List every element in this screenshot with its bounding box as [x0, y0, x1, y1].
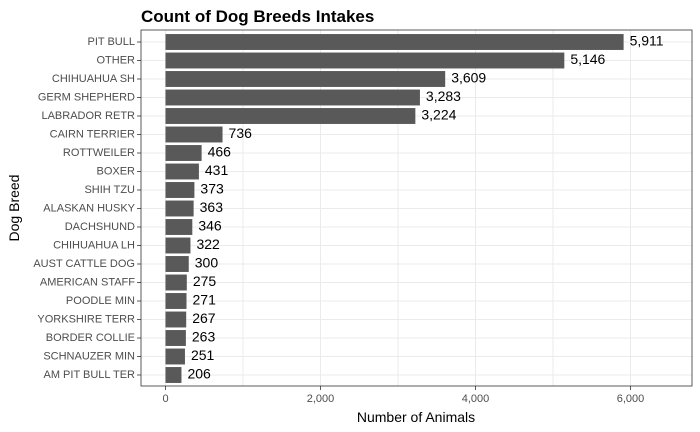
- data-labels: 5,911 5,146 3,609 3,283 3,224 736 466 431 373 363…: [187, 33, 663, 382]
- y-tick-label: BORDER COLLIE: [46, 332, 135, 344]
- y-tick-label: LABRADOR RETR: [41, 110, 135, 122]
- data-label: 363: [200, 199, 224, 215]
- bar: [165, 348, 185, 365]
- x-axis-title: Number of Animals: [357, 409, 475, 425]
- data-label: 251: [191, 347, 215, 363]
- y-tick-label: POODLE MIN: [66, 295, 135, 307]
- data-label: 263: [192, 329, 216, 345]
- bar: [165, 163, 199, 180]
- y-tick-label: DACHSHUND: [65, 221, 135, 233]
- data-label: 3,224: [421, 107, 456, 123]
- y-tick-label: AUST CATTLE DOG: [33, 258, 135, 270]
- bar: [165, 126, 223, 143]
- y-tick-label: ROTTWEILER: [63, 147, 135, 159]
- data-label: 346: [198, 218, 222, 234]
- y-tick-label: SCHNAUZER MIN: [43, 350, 135, 362]
- bar: [165, 89, 420, 106]
- bar: [165, 237, 191, 254]
- bar: [165, 219, 193, 235]
- data-label: 736: [229, 125, 253, 141]
- y-tick-label: CAIRN TERRIER: [50, 128, 135, 140]
- data-label: 5,911: [630, 33, 664, 49]
- data-label: 466: [208, 144, 232, 160]
- y-tick-label: AMERICAN STAFF: [40, 276, 135, 288]
- y-tick-label: SHIH TZU: [84, 184, 135, 196]
- y-tick-label: YORKSHIRE TERR: [37, 313, 135, 325]
- x-tick-label: 4,000: [462, 393, 490, 405]
- bar: [165, 71, 446, 87]
- bar: [165, 293, 187, 309]
- data-label: 3,609: [451, 70, 486, 86]
- plot-panel-border: [140, 29, 693, 387]
- data-label: 271: [193, 292, 217, 308]
- x-tick-label: 0: [162, 393, 168, 405]
- data-label: 322: [196, 236, 220, 252]
- y-tick-label: BOXER: [96, 165, 135, 177]
- chart-title: Count of Dog Breeds Intakes: [141, 7, 374, 26]
- bar: [165, 182, 195, 198]
- y-tick-label: OTHER: [97, 54, 136, 66]
- data-label: 431: [205, 162, 229, 178]
- x-tick-label: 6,000: [617, 393, 645, 405]
- y-axis-title: Dog Breed: [6, 175, 22, 242]
- data-label: 3,283: [426, 88, 461, 104]
- data-label: 206: [187, 366, 211, 382]
- y-tick-label: GERM SHEPHERD: [38, 91, 135, 103]
- bar: [165, 145, 202, 161]
- y-axis-ticks: PIT BULL OTHER CHIHUAHUA SH GERM SHEPHERD LA…: [33, 36, 141, 381]
- y-tick-label: ALASKAN HUSKY: [43, 202, 135, 214]
- bar: [165, 311, 187, 328]
- data-label: 267: [192, 310, 216, 326]
- data-label: 275: [193, 273, 217, 289]
- data-label: 5,146: [570, 51, 605, 67]
- bar: [165, 274, 187, 291]
- data-label: 300: [195, 255, 219, 271]
- bars: [165, 34, 624, 383]
- y-tick-label: PIT BULL: [88, 36, 136, 48]
- bar: [165, 200, 194, 217]
- y-tick-label: CHIHUAHUA SH: [52, 73, 135, 85]
- y-tick-label: CHIHUAHUA LH: [53, 239, 135, 251]
- bar: [165, 367, 182, 383]
- bar: [165, 52, 565, 69]
- bar: [165, 256, 189, 272]
- x-tick-label: 2,000: [307, 393, 335, 405]
- data-label: 373: [200, 181, 224, 197]
- bar: [165, 108, 416, 124]
- x-axis-ticks: 0 2,000 4,000 6,000: [162, 386, 644, 405]
- y-tick-label: AM PIT BULL TER: [44, 369, 136, 381]
- bar: [165, 330, 186, 346]
- bar: [165, 34, 624, 50]
